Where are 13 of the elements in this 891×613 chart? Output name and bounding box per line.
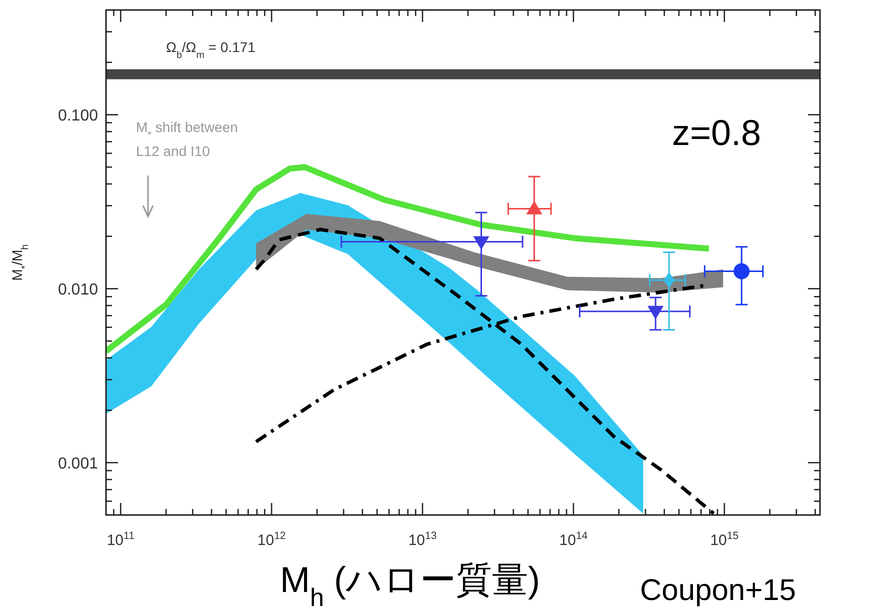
annotation: z=0.8 — [672, 112, 762, 153]
x-tick-label: 10$^{13}$ — [408, 530, 437, 549]
x-tick-label: 10$^{11}$ — [106, 530, 135, 549]
text: Coupon+15 — [640, 574, 796, 607]
x-axis-title: M$_{h}$ (ハロー質量) — [280, 559, 540, 612]
y-tick-label: 0.001 — [58, 456, 98, 473]
x-tick-label: 10$^{15}$ — [710, 530, 739, 549]
y-tick-label: 0.010 — [58, 282, 98, 299]
x-tick-label: 10$^{12}$ — [257, 530, 286, 549]
ref-line-label: Ω$_{b}$/Ω$_{m}$ = 0.171 — [166, 39, 256, 61]
x-tick-label: 10$^{14}$ — [559, 530, 588, 549]
y-tick-label: 0.100 — [58, 108, 98, 125]
annotation: M$_{*}$ shift between L12 and I10 — [136, 119, 238, 159]
